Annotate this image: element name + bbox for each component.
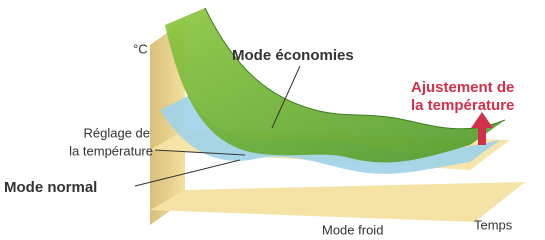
floor-plane — [150, 182, 525, 222]
normal-mode-label: Mode normal — [4, 179, 97, 196]
diagram: °C Mode économies Ajustement de la tempé… — [0, 0, 545, 240]
cold-mode-label: Mode froid — [322, 222, 383, 237]
eco-mode-label: Mode économies — [232, 47, 354, 64]
time-label: Temps — [474, 217, 513, 232]
setting-label: la température — [69, 143, 153, 158]
setting-label: Réglage de — [84, 125, 151, 140]
unit-label: °C — [133, 41, 148, 56]
adjustment-label: Ajustement de — [411, 79, 514, 96]
adjustment-label: la température — [411, 97, 514, 114]
